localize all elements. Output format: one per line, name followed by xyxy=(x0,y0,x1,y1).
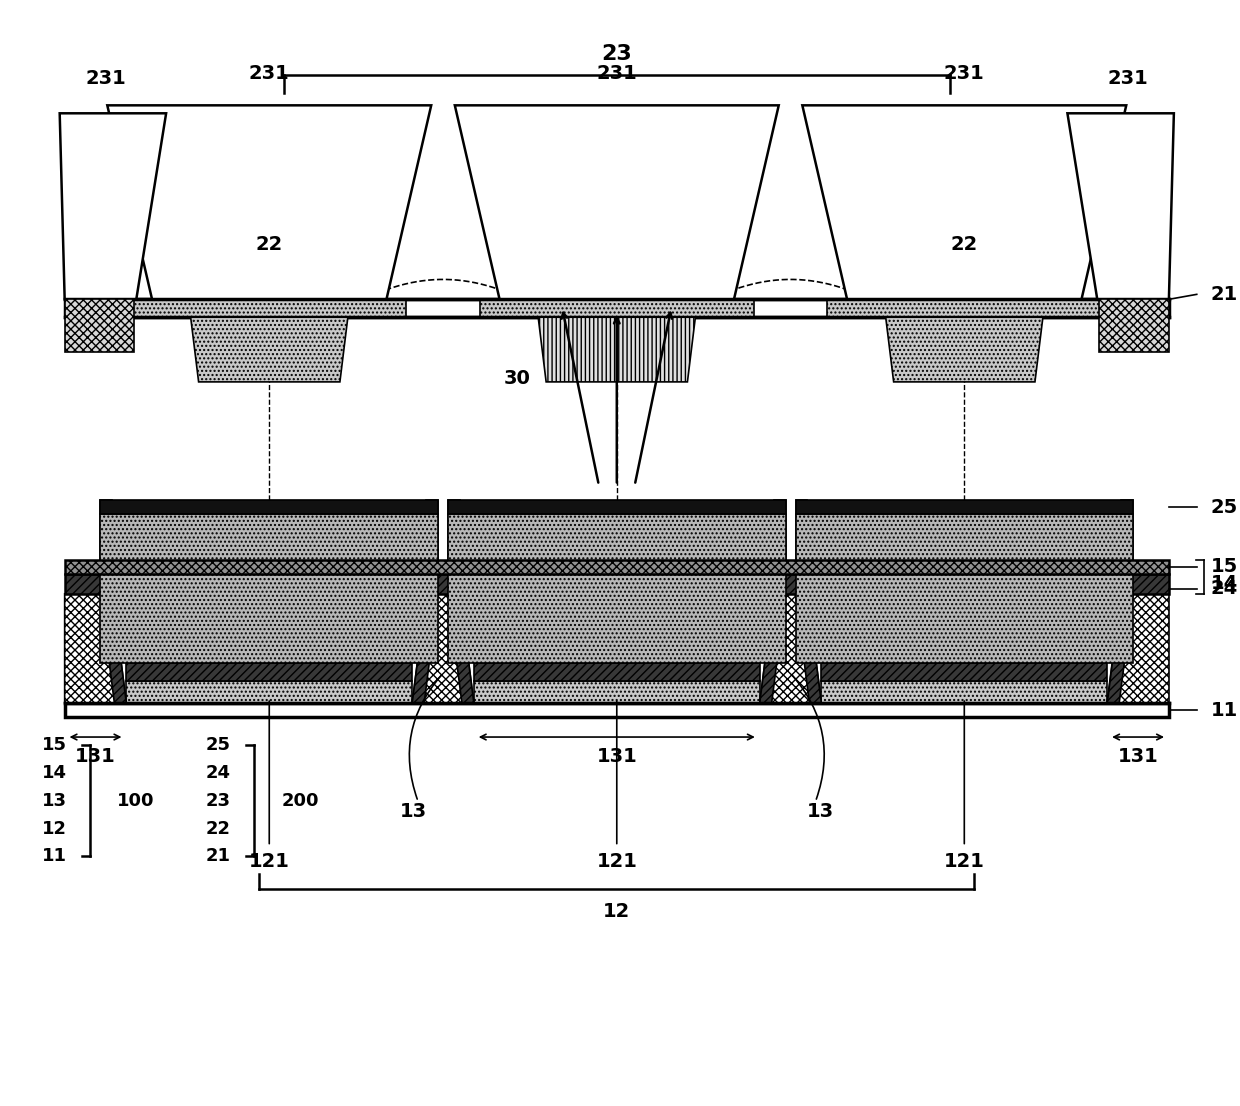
Text: 231: 231 xyxy=(944,64,985,83)
Text: 24: 24 xyxy=(206,764,231,782)
Text: 21: 21 xyxy=(206,847,231,865)
Text: 13: 13 xyxy=(42,792,67,810)
Polygon shape xyxy=(108,105,432,300)
Bar xyxy=(474,664,760,681)
Text: 12: 12 xyxy=(603,901,630,920)
Bar xyxy=(796,514,1133,664)
Text: 100: 100 xyxy=(118,792,155,810)
Text: 13: 13 xyxy=(807,802,835,821)
Text: 121: 121 xyxy=(249,852,290,870)
Text: 231: 231 xyxy=(1107,69,1148,88)
Bar xyxy=(448,514,786,664)
Polygon shape xyxy=(412,594,474,703)
Bar xyxy=(474,681,760,703)
Text: 121: 121 xyxy=(944,852,985,870)
Bar xyxy=(100,500,438,514)
Bar xyxy=(64,703,1169,717)
Polygon shape xyxy=(64,594,126,703)
Text: 231: 231 xyxy=(596,64,637,83)
Bar xyxy=(64,560,1169,574)
Text: 14: 14 xyxy=(42,764,67,782)
Bar xyxy=(100,514,438,664)
Bar xyxy=(64,300,134,352)
Text: 14: 14 xyxy=(1210,574,1238,593)
Polygon shape xyxy=(60,113,166,300)
Text: 21: 21 xyxy=(1210,285,1238,304)
Text: 22: 22 xyxy=(206,820,231,837)
Text: 231: 231 xyxy=(249,64,290,83)
Bar xyxy=(796,500,807,574)
Bar xyxy=(64,574,1169,594)
Bar xyxy=(774,500,786,574)
Polygon shape xyxy=(448,594,474,703)
Polygon shape xyxy=(1107,594,1169,703)
Bar xyxy=(131,300,407,317)
Bar xyxy=(1121,500,1133,574)
Bar xyxy=(100,500,113,574)
Text: 13: 13 xyxy=(399,802,427,821)
Text: 131: 131 xyxy=(596,748,637,766)
Polygon shape xyxy=(455,105,779,300)
Text: 15: 15 xyxy=(42,735,67,754)
Text: 231: 231 xyxy=(86,69,125,88)
Text: 11: 11 xyxy=(42,847,67,865)
Text: 11: 11 xyxy=(1210,701,1238,720)
Text: 131: 131 xyxy=(1117,748,1158,766)
Polygon shape xyxy=(412,594,438,703)
Bar xyxy=(821,664,1107,681)
Bar xyxy=(480,300,754,317)
Polygon shape xyxy=(760,594,821,703)
Polygon shape xyxy=(191,317,348,382)
Polygon shape xyxy=(796,594,821,703)
Polygon shape xyxy=(1107,594,1133,703)
Bar xyxy=(448,500,786,514)
Polygon shape xyxy=(538,317,696,382)
Text: 23: 23 xyxy=(206,792,231,810)
Bar xyxy=(126,681,412,703)
Text: 22: 22 xyxy=(255,236,283,254)
Polygon shape xyxy=(760,594,786,703)
Polygon shape xyxy=(100,594,126,703)
Bar xyxy=(126,664,412,681)
Text: 121: 121 xyxy=(596,852,637,870)
Bar xyxy=(821,681,1107,703)
Bar xyxy=(827,300,1101,317)
Bar xyxy=(427,500,438,574)
Text: 22: 22 xyxy=(951,236,978,254)
Text: 12: 12 xyxy=(42,820,67,837)
Bar xyxy=(796,500,1133,514)
Polygon shape xyxy=(802,105,1126,300)
Bar xyxy=(64,300,1169,317)
Bar xyxy=(448,500,460,574)
Text: 131: 131 xyxy=(76,748,115,766)
Text: 25: 25 xyxy=(1210,498,1238,517)
Text: 23: 23 xyxy=(601,43,632,64)
Polygon shape xyxy=(1068,113,1174,300)
Polygon shape xyxy=(885,317,1043,382)
Text: 200: 200 xyxy=(281,792,319,810)
Text: 25: 25 xyxy=(206,735,231,754)
Text: 30: 30 xyxy=(503,369,531,388)
Text: 15: 15 xyxy=(1210,557,1238,576)
Bar xyxy=(1100,300,1169,352)
Text: 24: 24 xyxy=(1210,580,1238,598)
